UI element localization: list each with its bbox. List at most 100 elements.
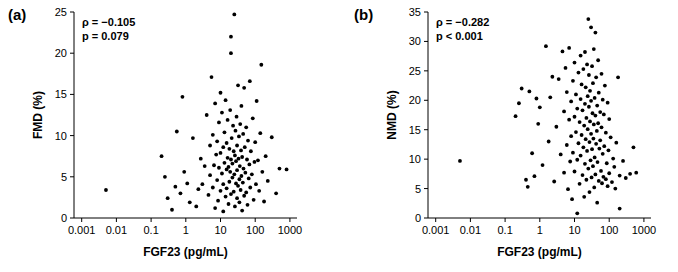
point [586, 94, 590, 98]
point [588, 89, 592, 93]
point [611, 157, 615, 161]
point [606, 101, 610, 105]
figure: (a)05101520250.0010.010.11101001000FGF23… [0, 0, 678, 272]
point [232, 190, 236, 194]
point [226, 156, 230, 160]
point [238, 164, 242, 168]
point [579, 154, 583, 158]
point [260, 170, 264, 174]
point [562, 171, 566, 175]
point [606, 184, 610, 188]
point [257, 189, 261, 193]
point [590, 64, 594, 68]
y-tick-label: 5 [61, 171, 67, 183]
point [547, 140, 551, 144]
point [584, 137, 588, 141]
point [589, 158, 593, 162]
point [590, 175, 594, 179]
point [603, 84, 607, 88]
point [578, 182, 582, 186]
x-tick [116, 218, 117, 222]
point [538, 105, 542, 109]
point [548, 95, 552, 99]
point [574, 93, 578, 97]
x-tick-label: 0.01 [460, 224, 481, 236]
point [228, 108, 232, 112]
point [584, 116, 588, 120]
y-tick [70, 218, 74, 219]
point [607, 148, 611, 152]
point [533, 174, 537, 178]
point [211, 186, 215, 190]
point [582, 124, 586, 128]
point [582, 195, 586, 199]
point [571, 79, 575, 83]
point [199, 157, 203, 161]
x-tick [505, 218, 506, 222]
point [179, 191, 183, 195]
point [624, 176, 628, 180]
point [527, 90, 531, 94]
point [605, 161, 609, 165]
point [628, 172, 632, 176]
x-tick-label: 1 [183, 224, 189, 236]
x-tick [255, 218, 256, 222]
point [160, 154, 164, 158]
point [596, 121, 600, 125]
point [223, 130, 227, 134]
point [256, 158, 260, 162]
point [244, 191, 248, 195]
y-tick-label: 15 [409, 124, 421, 136]
point [230, 136, 234, 140]
x-tick-label: 1000 [278, 224, 302, 236]
point [216, 199, 220, 203]
annotation: p < 0.001 [436, 30, 483, 42]
y-tick-label: 20 [55, 47, 67, 59]
point [225, 141, 229, 145]
point [594, 142, 598, 146]
point [569, 100, 573, 104]
y-tick [424, 188, 428, 189]
point [594, 114, 598, 118]
x-tick [470, 218, 471, 222]
point [573, 61, 577, 65]
point [241, 132, 245, 136]
point [591, 81, 595, 85]
point [226, 118, 230, 122]
point [597, 179, 601, 183]
point [215, 178, 219, 182]
point [520, 87, 524, 91]
point [213, 102, 217, 106]
y-tick [424, 218, 428, 219]
point [566, 187, 570, 191]
x-tick-label: 10 [568, 224, 580, 236]
y-axis [428, 12, 429, 218]
point [604, 131, 608, 135]
point [270, 135, 274, 139]
x-tick-label: 0.001 [68, 224, 96, 236]
panel-title: (a) [8, 6, 26, 23]
point [245, 158, 249, 162]
point [594, 31, 598, 35]
point [526, 185, 530, 189]
point [578, 120, 582, 124]
point [243, 171, 247, 175]
point [589, 132, 593, 136]
point [249, 149, 253, 153]
point [181, 95, 185, 99]
point [600, 125, 604, 129]
point [593, 96, 597, 100]
y-tick-label: 15 [55, 88, 67, 100]
point [585, 149, 589, 153]
point [194, 205, 198, 209]
y-tick-label: 0 [61, 212, 67, 224]
y-tick-label: 35 [409, 6, 421, 18]
point [595, 104, 599, 108]
point [229, 51, 233, 55]
point [586, 127, 590, 131]
point [561, 50, 565, 54]
point [229, 35, 233, 39]
point [220, 111, 224, 115]
y-tick-label: 20 [409, 94, 421, 106]
point [593, 155, 597, 159]
